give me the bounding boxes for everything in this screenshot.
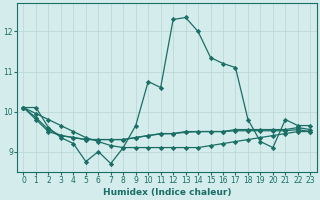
X-axis label: Humidex (Indice chaleur): Humidex (Indice chaleur) — [103, 188, 231, 197]
